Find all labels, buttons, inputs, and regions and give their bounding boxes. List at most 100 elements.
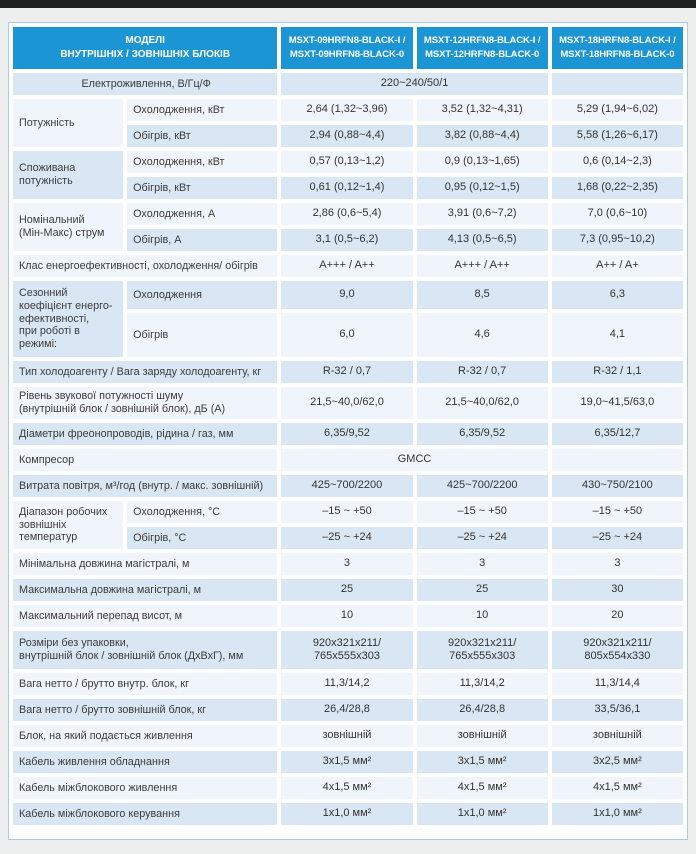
spec-group-label: Споживана потужність [13, 151, 124, 199]
spec-value: 11,3/14,4 [551, 673, 683, 695]
spec-sub-label: Обігрів, кВт [127, 177, 278, 199]
table-row: Мінімальна довжина магістралі, м 3 3 3 [13, 553, 683, 575]
spec-label: Вага нетто / брутто зовнішній блок, кг [13, 699, 278, 721]
model-column-header-09: MSXT-09HRFN8-BLACK-I / MSXT-09HRFN8-BLAC… [281, 27, 413, 69]
spec-value: 2,94 (0,88~4,4) [281, 125, 413, 147]
spec-value: 10 [416, 605, 548, 627]
table-row: Компресор GMCC [13, 449, 683, 471]
empty-cell [551, 73, 683, 95]
spec-group-label: Діапазон робочих зовнішніх температур [13, 501, 124, 549]
table-row: Обігрів 6,0 4,6 4,1 [13, 313, 683, 357]
spec-value: –25 ~ +24 [551, 527, 683, 549]
spec-value: 2,86 (0,6~5,4) [281, 203, 413, 225]
table-row: Рівень звукової потужності шуму (внутріш… [13, 387, 683, 419]
spec-group-label: Потужність [13, 99, 124, 147]
spec-value: 25 [281, 579, 413, 601]
spec-sub-label: Охолодження, кВт [127, 99, 278, 121]
spec-label: Витрата повітря, м³/год (внутр. / макс. … [13, 475, 278, 497]
spec-label: Компресор [13, 449, 278, 471]
table-row: Витрата повітря, м³/год (внутр. / макс. … [13, 475, 683, 497]
spec-value: 0,61 (0,12~1,4) [281, 177, 413, 199]
table-row: Максимальна довжина магістралі, м 25 25 … [13, 579, 683, 601]
table-row: Кабель живлення обладнання 3х1,5 мм² 3х1… [13, 751, 683, 773]
spec-group-label: Сезонний коефіцієнт енерго- ефективності… [13, 281, 124, 357]
table-row: Максимальний перепад висот, м 10 10 20 [13, 605, 683, 627]
spec-value: 6,35/12,7 [551, 423, 683, 445]
spec-value: 7,0 (0,6~10) [551, 203, 683, 225]
spec-sub-label: Обігрів, А [127, 229, 278, 251]
spec-value: 26,4/28,8 [281, 699, 413, 721]
spec-value: 19,0~41,5/63,0 [551, 387, 683, 419]
spec-value: 430~750/2100 [551, 475, 683, 497]
spec-label: Блок, на який подається живлення [13, 725, 278, 747]
spec-value: 11,3/14,2 [416, 673, 548, 695]
spec-value: 6,3 [551, 281, 683, 309]
table-row: Електроживлення, В/Гц/Ф 220~240/50/1 [13, 73, 683, 95]
spec-sub-label: Обігрів, °С [127, 527, 278, 549]
spec-value: зовнішній [281, 725, 413, 747]
spec-value: A+++ / A++ [281, 255, 413, 277]
table-row: Потужність Охолодження, кВт 2,64 (1,32~3… [13, 99, 683, 147]
spec-value: A+++ / A++ [416, 255, 548, 277]
spec-label: Тип холодоагенту / Вага заряду холодоаге… [13, 361, 278, 383]
spec-sub-label: Охолодження, кВт [127, 151, 278, 173]
table-row: Обігрів, кВт 0,61 (0,12~1,4) 0,95 (0,12~… [13, 177, 683, 199]
spec-value: зовнішній [551, 725, 683, 747]
top-black-bar [0, 0, 696, 8]
spec-value: 8,5 [416, 281, 548, 309]
spec-label: Кабель живлення обладнання [13, 751, 278, 773]
spec-value: 9,0 [281, 281, 413, 309]
spec-value: 21,5~40,0/62,0 [416, 387, 548, 419]
spec-sub-label: Охолодження, °С [127, 501, 278, 523]
table-row: Діапазон робочих зовнішніх температур Ох… [13, 501, 683, 549]
spec-value: 7,3 (0,95~10,2) [551, 229, 683, 251]
table-row: Споживана потужність Охолодження, кВт 0,… [13, 151, 683, 199]
spec-value: 3,82 (0,88~4,4) [416, 125, 548, 147]
spec-table: МОДЕЛІ ВНУТРІШНІХ / ЗОВНІШНІХ БЛОКІВ MSX… [9, 23, 687, 829]
spec-value: R-32 / 0,7 [281, 361, 413, 383]
spec-value: 3х2,5 мм² [551, 751, 683, 773]
table-row: Обігрів, °С –25 ~ +24 –25 ~ +24 –25 ~ +2… [13, 527, 683, 549]
table-row: Кабель міжблокового керування 1х1,0 мм² … [13, 803, 683, 825]
spec-label: Електроживлення, В/Гц/Ф [13, 73, 278, 95]
spec-value: R-32 / 1,1 [551, 361, 683, 383]
model-column-header-18: MSXT-18HRFN8-BLACK-I / MSXT-18HRFN8-BLAC… [551, 27, 683, 69]
spec-value: 3,52 (1,32~4,31) [416, 99, 548, 121]
spec-value: 4х1,5 мм² [551, 777, 683, 799]
spec-value: –15 ~ +50 [281, 501, 413, 523]
spec-value: 4х1,5 мм² [416, 777, 548, 799]
spec-value: –25 ~ +24 [416, 527, 548, 549]
spec-value: 3,91 (0,6~7,2) [416, 203, 548, 225]
spec-value: 3х1,5 мм² [416, 751, 548, 773]
spec-label: Максимальний перепад висот, м [13, 605, 278, 627]
table-header-row: МОДЕЛІ ВНУТРІШНІХ / ЗОВНІШНІХ БЛОКІВ MSX… [13, 27, 683, 69]
table-row: Розміри без упаковки, внутрішній блок / … [13, 631, 683, 669]
spec-value: 25 [416, 579, 548, 601]
empty-cell [551, 449, 683, 471]
spec-value-span: GMCC [281, 449, 548, 471]
spec-value: 3 [281, 553, 413, 575]
table-row: Блок, на який подається живлення зовнішн… [13, 725, 683, 747]
spec-value: 5,29 (1,94~6,02) [551, 99, 683, 121]
spec-value: 3,1 (0,5~6,2) [281, 229, 413, 251]
table-row: Обігрів, кВт 2,94 (0,88~4,4) 3,82 (0,88~… [13, 125, 683, 147]
spec-value: 4,13 (0,5~6,5) [416, 229, 548, 251]
spec-value-span: 220~240/50/1 [281, 73, 548, 95]
spec-value: 920х321х211/ 765х555х303 [281, 631, 413, 669]
spec-table-container: МОДЕЛІ ВНУТРІШНІХ / ЗОВНІШНІХ БЛОКІВ MSX… [8, 22, 688, 840]
models-header-label: МОДЕЛІ ВНУТРІШНІХ / ЗОВНІШНІХ БЛОКІВ [13, 27, 278, 69]
spec-value: 10 [281, 605, 413, 627]
table-row: Кабель міжблокового живлення 4х1,5 мм² 4… [13, 777, 683, 799]
spec-value: 26,4/28,8 [416, 699, 548, 721]
spec-value: 0,57 (0,13~1,2) [281, 151, 413, 173]
spec-sub-label: Обігрів, кВт [127, 125, 278, 147]
spec-value: 2,64 (1,32~3,96) [281, 99, 413, 121]
spec-label: Максимальна довжина магістралі, м [13, 579, 278, 601]
spec-value: 1х1,0 мм² [416, 803, 548, 825]
spec-value: зовнішній [416, 725, 548, 747]
spec-value: 425~700/2200 [281, 475, 413, 497]
spec-value: –25 ~ +24 [281, 527, 413, 549]
spec-value: 920х321х211/ 805х554х330 [551, 631, 683, 669]
spec-value: –15 ~ +50 [551, 501, 683, 523]
spec-sub-label: Обігрів [127, 313, 278, 357]
